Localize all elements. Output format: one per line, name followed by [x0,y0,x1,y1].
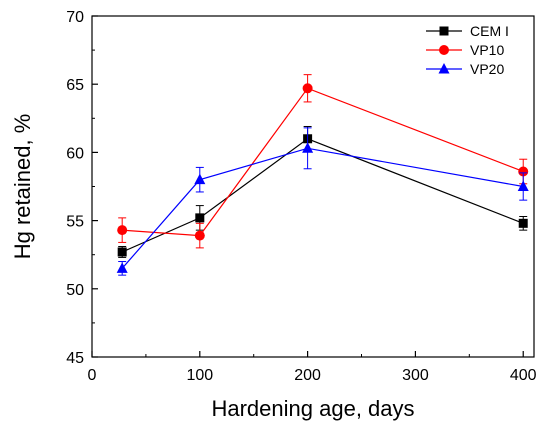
y-tick-label: 70 [66,9,84,26]
data-point [117,225,128,236]
series-cem-i [117,125,528,258]
y-tick-label: 50 [66,282,84,299]
x-tick-label: 200 [294,367,321,384]
y-tick-label: 55 [66,214,84,231]
legend: CEM I VP10 VP20 [426,23,509,77]
x-axis: 0 100 200 300 400 [88,351,537,384]
x-axis-title: Hardening age, days [211,396,414,421]
series-layer [116,74,529,276]
data-point [117,247,127,257]
legend-label: VP10 [470,42,504,58]
data-point [194,173,206,185]
x-tick-label: 400 [510,367,537,384]
series-line [121,138,524,253]
y-axis-title: Hg retained, % [10,114,35,260]
y-tick-label: 45 [66,350,84,367]
x-tick-label: 0 [88,367,97,384]
legend-marker [438,63,450,74]
data-point [518,166,529,177]
legend-marker [439,45,449,55]
legend-label: VP20 [470,61,504,77]
series-vp20 [116,127,529,276]
series-line [122,87,524,237]
legend-item: VP10 [426,42,504,58]
y-tick-label: 65 [66,77,84,94]
series-line [121,147,524,269]
series-vp10 [117,74,529,249]
x-tick-label: 100 [186,367,213,384]
legend-item: CEM I [426,23,509,39]
legend-label: CEM I [470,23,509,39]
data-point [302,83,313,94]
legend-marker [439,26,449,36]
x-tick-label: 300 [402,367,429,384]
plot-border [91,15,535,358]
data-point [116,262,128,273]
data-point [194,230,205,241]
data-point [518,218,528,228]
plot-frame [91,15,535,358]
data-point [195,213,205,223]
legend-item: VP20 [426,61,504,77]
y-tick-label: 60 [66,145,84,162]
y-axis: 45 50 55 60 65 70 [66,9,98,367]
data-point [517,180,529,191]
data-point [302,142,314,153]
